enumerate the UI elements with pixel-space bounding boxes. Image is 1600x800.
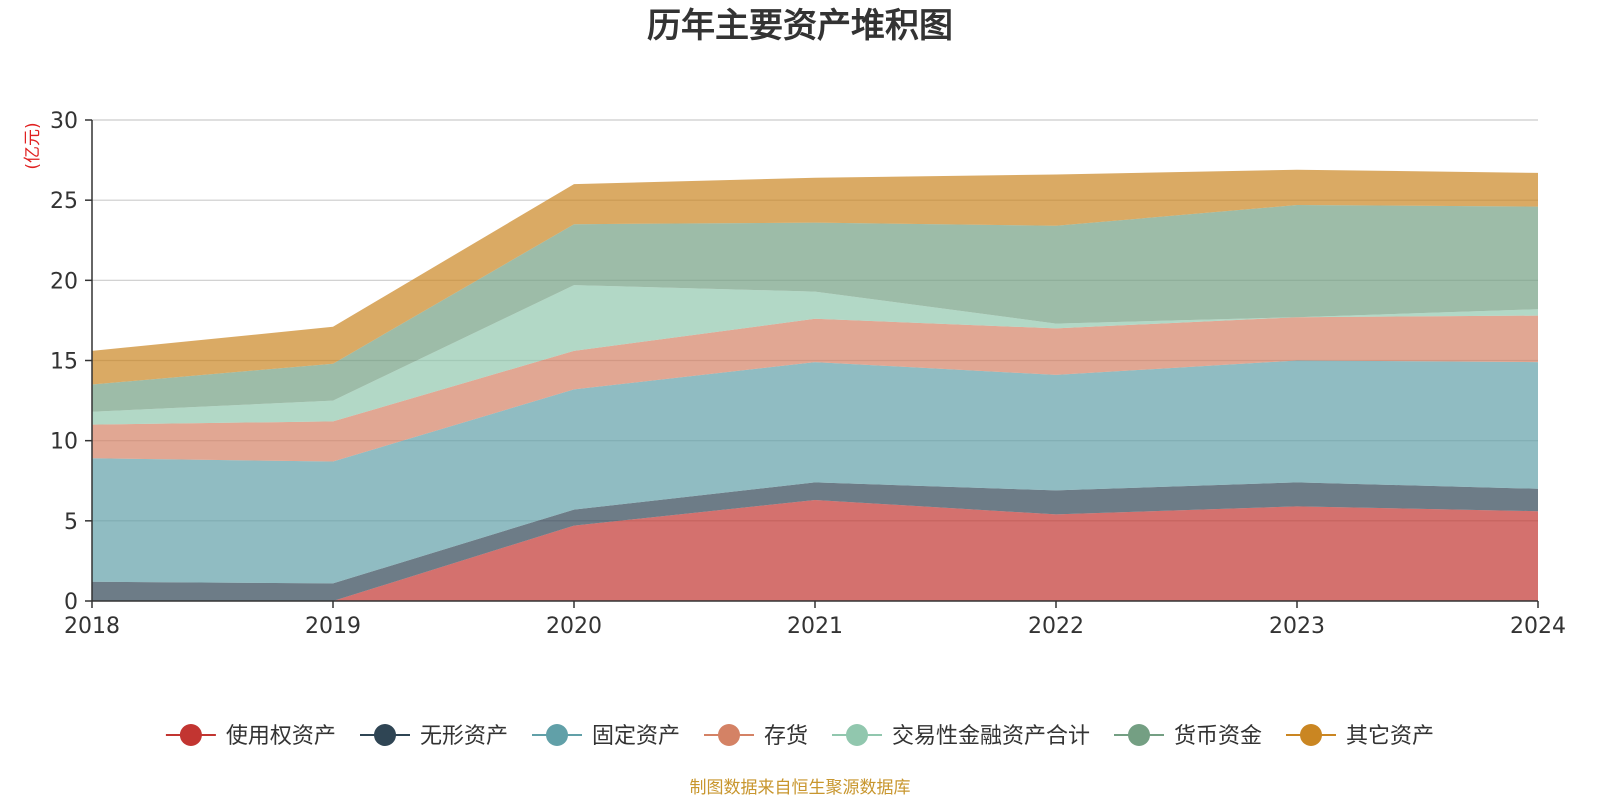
x-tick-label-2022: 2022: [1028, 614, 1084, 639]
chart-title: 历年主要资产堆积图: [647, 6, 953, 46]
y-tick-label-25: 25: [50, 189, 78, 214]
legend-item-1[interactable]: 无形资产: [360, 724, 508, 749]
x-tick-label-2023: 2023: [1269, 614, 1325, 639]
legend-item-6[interactable]: 其它资产: [1286, 724, 1434, 749]
area-series-0: [92, 500, 1538, 601]
y-tick-label-15: 15: [50, 350, 78, 375]
legend-marker-5: [1128, 724, 1150, 746]
legend-marker-0: [179, 724, 202, 746]
y-tick-label-0: 0: [64, 590, 78, 615]
legend-label-4: 交易性金融资产合计: [892, 724, 1090, 749]
legend-marker-6: [1300, 724, 1322, 746]
area-series-3: [92, 315, 1538, 462]
area-series-4: [92, 285, 1538, 425]
legend-item-2[interactable]: 固定资产: [532, 724, 680, 749]
data-source-label: 制图数据来自恒生聚源数据库: [690, 778, 911, 798]
legend-label-0: 使用权资产: [226, 724, 336, 749]
legend-label-1: 无形资产: [420, 724, 508, 749]
legend-marker-4: [846, 724, 868, 746]
x-tick-label-2019: 2019: [305, 614, 361, 639]
legend: 使用权资产 无形资产 固定资产 存货 交易性金融资产合计 货币资金 其它资产: [165, 724, 1434, 749]
area-series-6: [92, 169, 1538, 385]
legend-item-5[interactable]: 货币资金: [1114, 724, 1262, 749]
area-series-2: [92, 360, 1538, 584]
legend-label-6: 其它资产: [1346, 724, 1434, 749]
area-series-1: [92, 482, 1538, 601]
y-axis-unit-label: (亿元): [23, 122, 43, 169]
legend-item-0[interactable]: 使用权资产: [165, 724, 336, 749]
legend-item-3[interactable]: 存货: [704, 724, 808, 749]
y-tick-label-5: 5: [64, 510, 78, 535]
legend-label-5: 货币资金: [1174, 724, 1262, 749]
x-tick-label-2018: 2018: [64, 614, 120, 639]
y-tick-label-20: 20: [50, 269, 78, 294]
area-series-5: [92, 205, 1538, 412]
legend-marker-3: [718, 724, 740, 746]
x-tick-label-2020: 2020: [546, 614, 602, 639]
legend-marker-2: [546, 724, 568, 746]
legend-marker-1: [374, 724, 396, 746]
x-tick-label-2024: 2024: [1510, 614, 1566, 639]
x-tick-label-2021: 2021: [787, 614, 843, 639]
legend-item-4[interactable]: 交易性金融资产合计: [832, 724, 1090, 749]
y-tick-label-10: 10: [50, 430, 78, 455]
y-tick-label-30: 30: [50, 109, 78, 134]
axes: 0 5 10 15 20 25 30 2018 2019 2020 2021 2022 2023 2024: [50, 109, 1566, 639]
legend-label-2: 固定资产: [592, 724, 680, 749]
area-series: [92, 169, 1538, 601]
legend-label-3: 存货: [764, 724, 808, 749]
